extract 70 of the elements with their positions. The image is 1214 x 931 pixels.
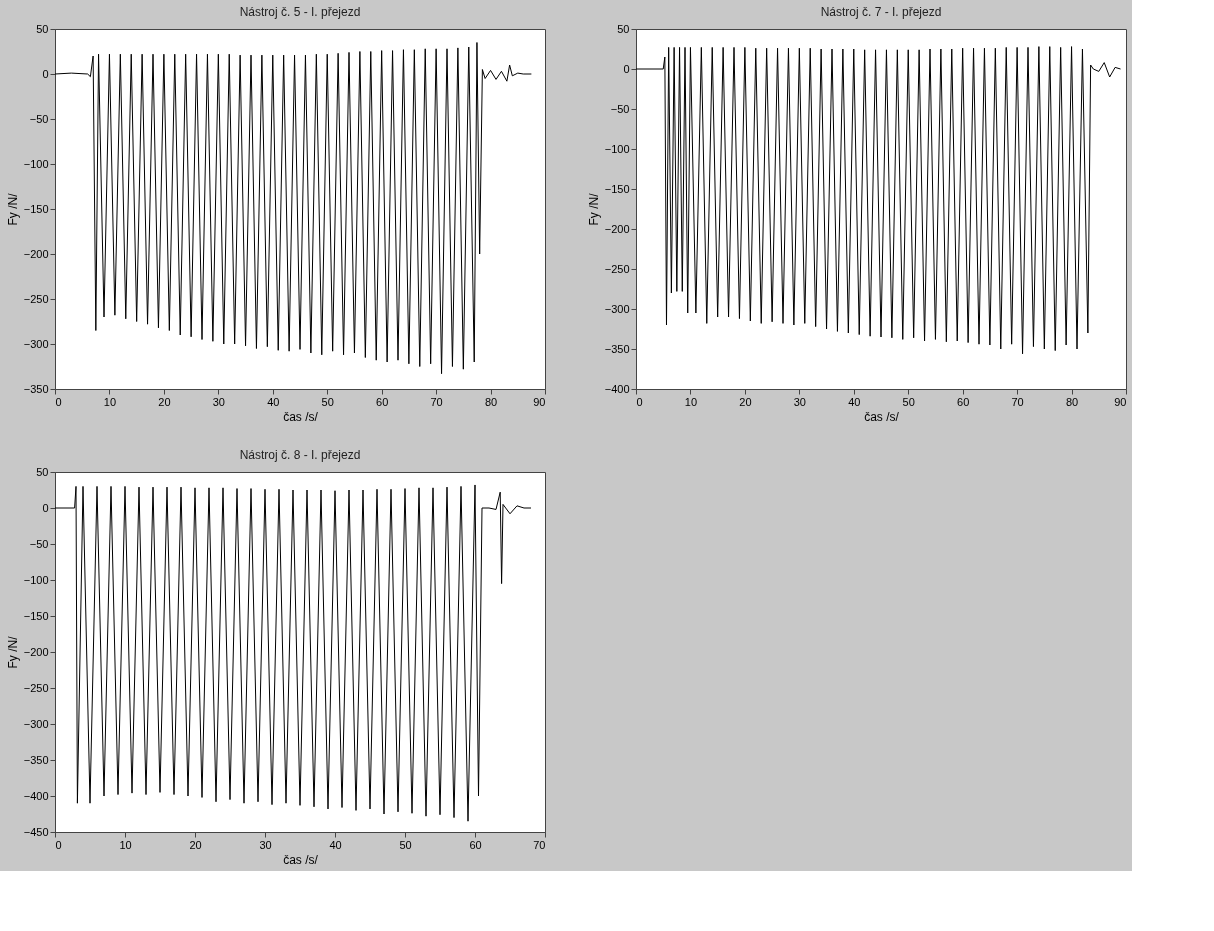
x-tick-label: 20 xyxy=(189,838,202,851)
y-tick-label: −300 xyxy=(604,302,630,315)
y-tick-label: −200 xyxy=(23,645,49,658)
y-tick-label: −350 xyxy=(604,342,630,355)
y-axis-title: Fy /N/ xyxy=(586,192,601,226)
chart-title: Nástroj č. 5 - I. přejezd xyxy=(239,5,361,19)
y-tick-label: −400 xyxy=(604,382,630,395)
x-tick-label: 30 xyxy=(212,395,225,408)
y-tick-label: 50 xyxy=(36,22,49,35)
line-series xyxy=(635,46,1122,355)
y-tick-label: −450 xyxy=(23,825,49,838)
y-tick-label: −150 xyxy=(23,202,49,215)
y-tick-label: −250 xyxy=(23,681,49,694)
y-tick-label: −100 xyxy=(23,157,49,170)
x-tick-label: 70 xyxy=(533,838,546,851)
y-tick-label: −400 xyxy=(23,789,49,802)
x-tick-label: 20 xyxy=(158,395,171,408)
y-tick-label: 0 xyxy=(623,62,630,75)
x-axis-title: čas /s/ xyxy=(864,409,900,424)
x-tick-label: 40 xyxy=(267,395,280,408)
y-axis-title: Fy /N/ xyxy=(5,192,20,226)
y-tick-label: 50 xyxy=(36,465,49,478)
x-tick-label: 50 xyxy=(399,838,412,851)
chart-title: Nástroj č. 7 - I. přejezd xyxy=(820,5,942,19)
x-tick-label: 0 xyxy=(55,395,62,408)
x-tick-label: 0 xyxy=(636,395,643,408)
y-tick-label: −100 xyxy=(604,142,630,155)
x-tick-label: 60 xyxy=(469,838,482,851)
y-tick-label: 50 xyxy=(617,22,630,35)
y-tick-label: −350 xyxy=(23,753,49,766)
x-tick-label: 70 xyxy=(430,395,443,408)
x-tick-label: 30 xyxy=(793,395,806,408)
x-tick-label: 40 xyxy=(848,395,861,408)
x-tick-label: 50 xyxy=(321,395,334,408)
y-tick-label: −250 xyxy=(23,292,49,305)
x-tick-label: 80 xyxy=(484,395,498,408)
x-tick-label: 70 xyxy=(1011,395,1024,408)
x-tick-label: 0 xyxy=(55,838,62,851)
x-tick-label: 60 xyxy=(376,395,389,408)
x-tick-label: 10 xyxy=(103,395,117,408)
y-tick-label: −300 xyxy=(23,717,49,730)
y-tick-label: −150 xyxy=(604,182,630,195)
y-tick-label: −300 xyxy=(23,337,49,350)
y-tick-label: −100 xyxy=(23,573,49,586)
x-axis-title: čas /s/ xyxy=(283,852,319,867)
y-tick-label: −50 xyxy=(610,102,630,115)
x-tick-label: 30 xyxy=(259,838,272,851)
x-tick-label: 50 xyxy=(902,395,915,408)
x-tick-label: 10 xyxy=(684,395,698,408)
y-tick-label: −200 xyxy=(23,247,49,260)
x-tick-label: 10 xyxy=(119,838,132,851)
y-tick-label: −250 xyxy=(604,262,630,275)
chart-title: Nástroj č. 8 - I. přejezd xyxy=(239,448,361,462)
x-tick-label: 60 xyxy=(957,395,970,408)
x-tick-label: 40 xyxy=(329,838,342,851)
y-tick-label: −200 xyxy=(604,222,630,235)
y-tick-label: −50 xyxy=(29,537,49,550)
x-tick-label: 20 xyxy=(739,395,752,408)
x-axis-title: čas /s/ xyxy=(283,409,319,424)
y-axis-title: Fy /N/ xyxy=(5,635,20,669)
y-tick-label: 0 xyxy=(42,67,49,80)
y-tick-label: −150 xyxy=(23,609,49,622)
y-tick-label: −350 xyxy=(23,382,49,395)
line-series xyxy=(54,484,532,822)
line-series xyxy=(54,42,532,375)
x-tick-label: 90 xyxy=(533,395,546,408)
y-tick-label: −50 xyxy=(29,112,49,125)
x-tick-label: 80 xyxy=(1065,395,1079,408)
x-tick-label: 90 xyxy=(1114,395,1127,408)
y-tick-label: 0 xyxy=(42,501,49,514)
